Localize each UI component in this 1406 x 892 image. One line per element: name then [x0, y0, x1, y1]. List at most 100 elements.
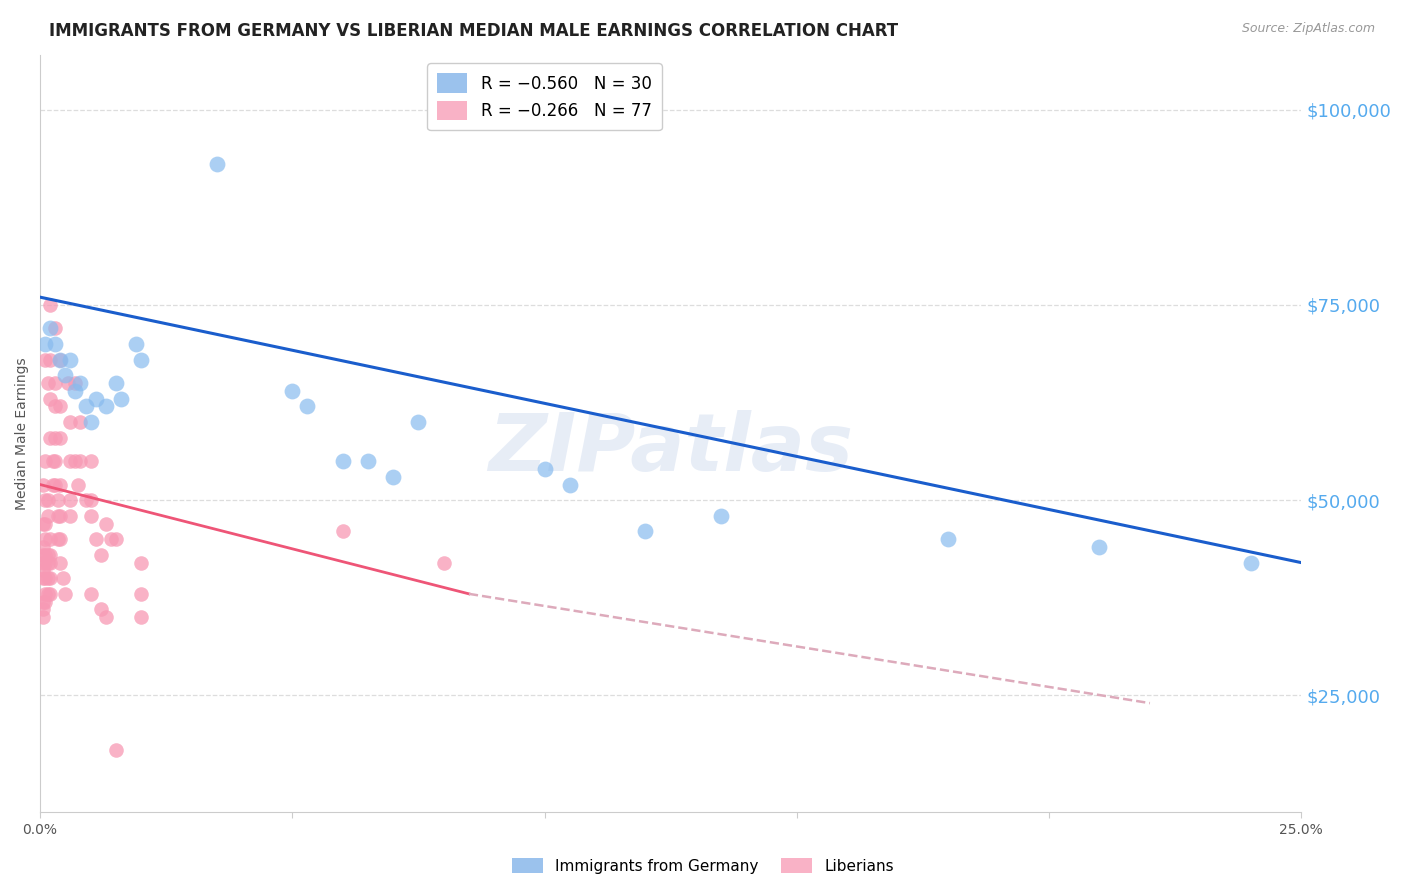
- Point: [34, 352, 56, 367]
- Point: [94, 516, 117, 531]
- Point: [382, 469, 405, 483]
- Point: [710, 508, 733, 523]
- Point: [79, 493, 101, 508]
- Point: [37, 587, 59, 601]
- Point: [65, 376, 87, 390]
- Point: [39, 532, 62, 546]
- Point: [34, 532, 56, 546]
- Point: [39, 571, 62, 585]
- Point: [90, 548, 112, 562]
- Point: [79, 587, 101, 601]
- Point: [39, 548, 62, 562]
- Point: [39, 556, 62, 570]
- Point: [281, 384, 304, 398]
- Point: [533, 462, 555, 476]
- Point: [332, 524, 354, 539]
- Point: [34, 571, 56, 585]
- Point: [44, 431, 66, 445]
- Point: [46, 493, 69, 508]
- Point: [44, 376, 66, 390]
- Point: [44, 321, 66, 335]
- Point: [104, 743, 127, 757]
- Point: [37, 571, 59, 585]
- Point: [53, 587, 76, 601]
- Point: [84, 532, 107, 546]
- Point: [31, 610, 53, 624]
- Point: [34, 548, 56, 562]
- Point: [34, 587, 56, 601]
- Point: [1088, 540, 1111, 554]
- Point: [408, 415, 430, 429]
- Point: [31, 571, 53, 585]
- Point: [59, 415, 82, 429]
- Point: [31, 477, 53, 491]
- Point: [37, 493, 59, 508]
- Point: [558, 477, 581, 491]
- Point: [46, 532, 69, 546]
- Point: [34, 556, 56, 570]
- Point: [59, 508, 82, 523]
- Point: [129, 556, 152, 570]
- Point: [59, 493, 82, 508]
- Point: [31, 548, 53, 562]
- Point: [110, 392, 132, 406]
- Point: [31, 540, 53, 554]
- Legend: Immigrants from Germany, Liberians: Immigrants from Germany, Liberians: [506, 852, 900, 880]
- Point: [34, 594, 56, 608]
- Point: [53, 368, 76, 383]
- Point: [65, 384, 87, 398]
- Point: [37, 548, 59, 562]
- Point: [79, 454, 101, 468]
- Point: [46, 508, 69, 523]
- Point: [79, 508, 101, 523]
- Point: [49, 352, 72, 367]
- Point: [104, 532, 127, 546]
- Point: [44, 477, 66, 491]
- Point: [31, 516, 53, 531]
- Point: [41, 477, 63, 491]
- Point: [49, 431, 72, 445]
- Point: [39, 587, 62, 601]
- Point: [94, 400, 117, 414]
- Point: [69, 376, 91, 390]
- Point: [75, 493, 97, 508]
- Point: [69, 454, 91, 468]
- Point: [49, 477, 72, 491]
- Point: [39, 431, 62, 445]
- Point: [31, 602, 53, 616]
- Text: Source: ZipAtlas.com: Source: ZipAtlas.com: [1241, 22, 1375, 36]
- Point: [75, 400, 97, 414]
- Point: [90, 602, 112, 616]
- Point: [31, 556, 53, 570]
- Point: [634, 524, 657, 539]
- Point: [31, 594, 53, 608]
- Point: [39, 392, 62, 406]
- Text: ZIPatlas: ZIPatlas: [488, 410, 853, 488]
- Point: [129, 587, 152, 601]
- Point: [39, 321, 62, 335]
- Point: [44, 337, 66, 351]
- Point: [34, 454, 56, 468]
- Point: [125, 337, 148, 351]
- Point: [104, 376, 127, 390]
- Point: [37, 376, 59, 390]
- Point: [49, 508, 72, 523]
- Point: [39, 298, 62, 312]
- Point: [31, 563, 53, 577]
- Point: [79, 415, 101, 429]
- Point: [129, 352, 152, 367]
- Point: [34, 516, 56, 531]
- Point: [69, 415, 91, 429]
- Point: [297, 400, 319, 414]
- Point: [34, 493, 56, 508]
- Point: [84, 392, 107, 406]
- Point: [936, 532, 959, 546]
- Y-axis label: Median Male Earnings: Median Male Earnings: [15, 358, 30, 510]
- Point: [433, 556, 456, 570]
- Point: [52, 571, 75, 585]
- Point: [1240, 556, 1263, 570]
- Point: [332, 454, 354, 468]
- Legend: R = −0.560   N = 30, R = −0.266   N = 77: R = −0.560 N = 30, R = −0.266 N = 77: [427, 63, 662, 130]
- Point: [34, 337, 56, 351]
- Point: [41, 454, 63, 468]
